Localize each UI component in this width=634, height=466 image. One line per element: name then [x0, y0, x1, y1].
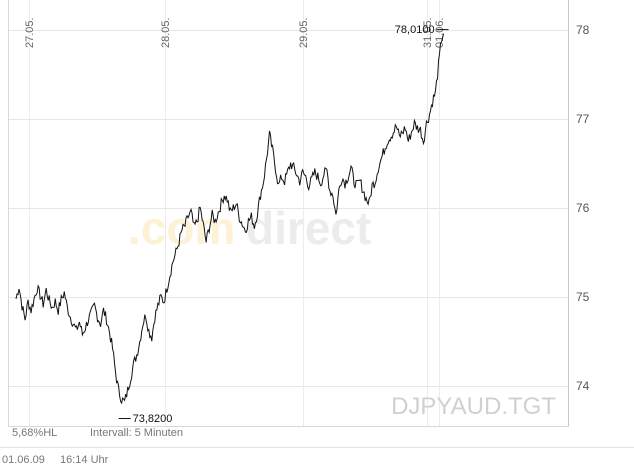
min-label: 73,8200	[133, 413, 173, 425]
y-tick-label: 75	[576, 290, 590, 304]
price-series-line	[15, 33, 445, 405]
max-label: 78,0100	[395, 24, 435, 36]
date-label: 27.05.	[24, 17, 36, 48]
date-label: 01.06.	[434, 17, 446, 48]
date-label: 31.05.	[422, 17, 434, 48]
date-label: 28.05.	[160, 17, 172, 48]
y-tick-label: 77	[576, 112, 590, 126]
bottom-date: 01.06.09	[2, 454, 45, 466]
y-tick-label: 78	[576, 23, 590, 37]
date-gridlines	[29, 0, 440, 426]
grid	[9, 30, 568, 387]
watermark-com: .com	[128, 202, 235, 254]
symbol-label: DJPYAUD.TGT	[391, 393, 556, 420]
date-labels: 27.05. 28.05. 29.05. 31.05. 01.06.	[24, 17, 446, 48]
footer-hl: 5,68%HL	[12, 427, 57, 439]
watermark-direct: direct	[246, 202, 371, 254]
y-tick-labels: 74 75 76 77 78	[576, 23, 590, 393]
date-label: 29.05.	[298, 17, 310, 48]
footer-interval: Intervall: 5 Minuten	[90, 427, 183, 439]
y-tick-label: 76	[576, 201, 590, 215]
y-tick-label: 74	[576, 379, 590, 393]
bottom-time: 16:14 Uhr	[60, 454, 109, 466]
